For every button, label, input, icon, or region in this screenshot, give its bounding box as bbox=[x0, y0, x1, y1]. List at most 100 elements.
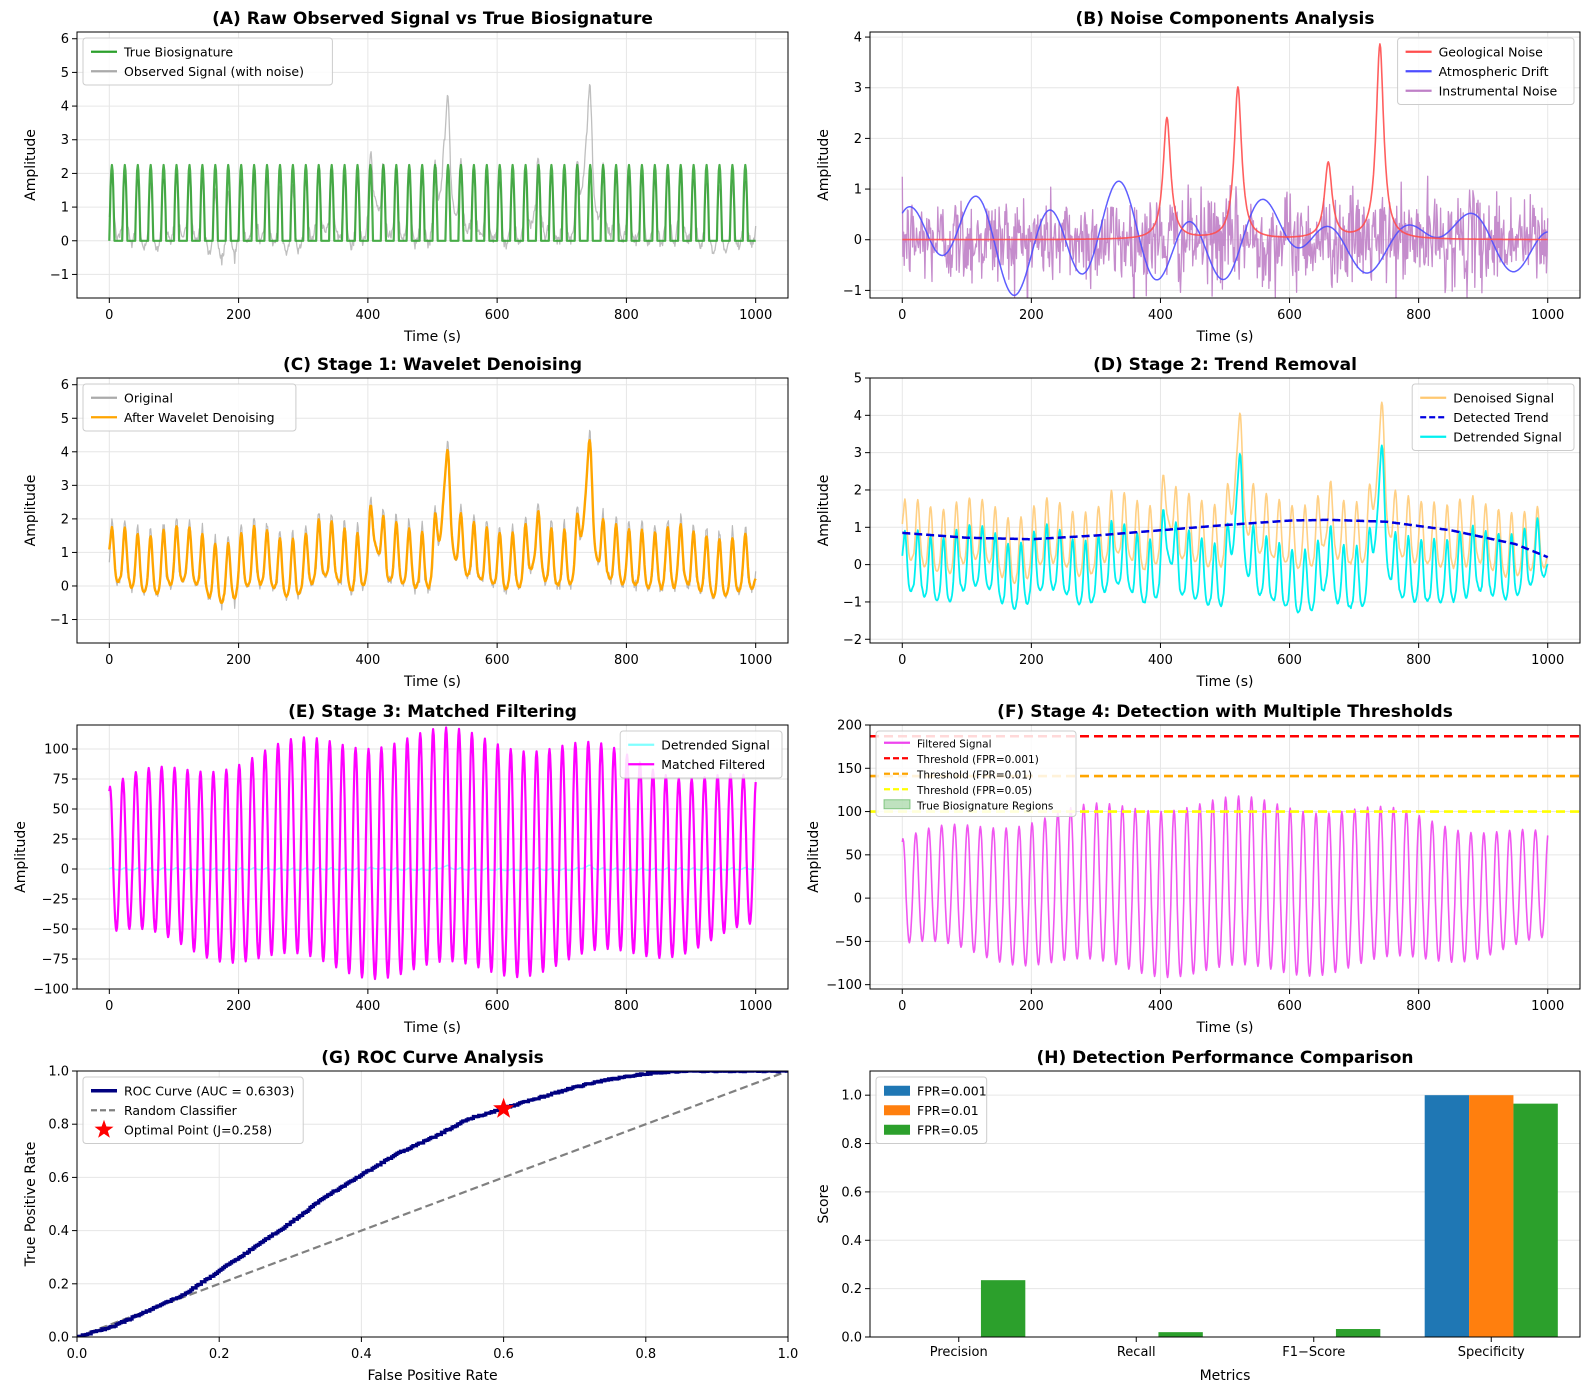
x-tick-label: 600 bbox=[1277, 653, 1302, 668]
panel-title: (H) Detection Performance Comparison bbox=[1037, 1048, 1414, 1068]
panel-d: 0 200 400 600 800 1000 −2 −1 0 1 2 3 4 5 (D) Stage 2: … bbox=[816, 355, 1581, 690]
x-tick-label: 200 bbox=[226, 999, 251, 1014]
legend-patch bbox=[884, 1085, 910, 1096]
legend-patch bbox=[883, 799, 911, 810]
y-tick-label: 0 bbox=[61, 234, 69, 249]
panel-g: 0.0 0.2 0.4 0.6 0.8 1.0 0.0 0.2 0.4 0.6 0.8 1.0 (G) … bbox=[23, 1048, 798, 1384]
legend: ROC Curve (AUC = 0.6303) Random Classifie… bbox=[82, 1076, 304, 1144]
y-axis-label: Amplitude bbox=[806, 821, 822, 893]
y-tick-label: 0.4 bbox=[48, 1224, 69, 1239]
y-tick-label: 75 bbox=[52, 773, 69, 788]
y-tick-label: 2 bbox=[854, 483, 862, 498]
legend-label: Observed Signal (with noise) bbox=[124, 64, 304, 79]
plot-area bbox=[108, 429, 757, 611]
y-tick-label: 3 bbox=[61, 133, 69, 148]
x-tick-label: 600 bbox=[1277, 308, 1302, 323]
legend-label: FPR=0.01 bbox=[917, 1103, 979, 1118]
legend-box bbox=[619, 730, 783, 779]
x-tick-label: 800 bbox=[614, 308, 639, 323]
y-tick-label: 3 bbox=[854, 81, 862, 96]
ticks: 0.0 0.2 0.4 0.6 0.8 1.0 0.0 0.2 0.4 0.6 0.8 1.0 bbox=[48, 1065, 798, 1363]
y-tick-label: 0.4 bbox=[841, 1234, 862, 1249]
y-tick-label: 1 bbox=[854, 521, 862, 536]
x-axis-label: Metrics bbox=[1200, 1368, 1251, 1384]
legend-label: Matched Filtered bbox=[661, 757, 765, 772]
legend-swatch bbox=[94, 1119, 114, 1138]
x-tick-label: 1000 bbox=[1531, 653, 1564, 668]
y-tick-label: −50 bbox=[42, 923, 69, 938]
y-tick-label: 0.2 bbox=[841, 1282, 862, 1297]
ticks: 0 200 400 600 800 1000 −100 −50 0 50 100 150 200 bbox=[826, 719, 1564, 1015]
x-tick-label: 800 bbox=[1406, 653, 1431, 668]
bar-f1-score-3 bbox=[1335, 1329, 1381, 1337]
x-tick-label: 400 bbox=[1148, 999, 1173, 1014]
bar-recall-3 bbox=[1158, 1332, 1203, 1337]
panel-title: (C) Stage 1: Wavelet Denoising bbox=[283, 355, 582, 375]
legend-label: Detected Trend bbox=[1453, 410, 1549, 425]
y-tick-label: 4 bbox=[854, 31, 862, 46]
y-tick-label: 0.6 bbox=[841, 1185, 862, 1200]
y-tick-label: 0 bbox=[61, 579, 69, 594]
y-tick-label: 0 bbox=[854, 892, 862, 907]
bar-specificity-2 bbox=[1469, 1095, 1514, 1337]
series-atmospheric-drift bbox=[901, 180, 1548, 297]
x-tick-label: 600 bbox=[1277, 999, 1302, 1014]
legend-patch bbox=[884, 1105, 910, 1116]
bar-specificity-1 bbox=[1424, 1095, 1470, 1337]
x-tick-label: 1000 bbox=[1531, 308, 1564, 323]
y-tick-label: −1 bbox=[50, 268, 69, 283]
series-random-classifier bbox=[77, 1071, 788, 1337]
legend-label: FPR=0.05 bbox=[917, 1122, 979, 1137]
plot-area bbox=[901, 401, 1549, 614]
x-category-label: Recall bbox=[1117, 1345, 1156, 1360]
panel-title: (E) Stage 3: Matched Filtering bbox=[288, 702, 577, 722]
plot-area bbox=[980, 1095, 1558, 1337]
y-tick-label: 2 bbox=[61, 167, 69, 182]
y-tick-label: 3 bbox=[854, 446, 862, 461]
x-tick-label: 1.0 bbox=[778, 1347, 799, 1362]
y-tick-label: 6 bbox=[61, 378, 69, 393]
y-axis-label: True Positive Rate bbox=[23, 1142, 39, 1268]
x-tick-label: 800 bbox=[614, 653, 639, 668]
x-tick-label: 400 bbox=[1148, 653, 1173, 668]
x-tick-label: 200 bbox=[1019, 308, 1044, 323]
y-tick-label: 1.0 bbox=[48, 1065, 69, 1080]
legend-star-marker bbox=[94, 1119, 114, 1138]
y-tick-label: −1 bbox=[50, 613, 69, 628]
legend-patch bbox=[884, 1124, 910, 1135]
x-tick-label: 600 bbox=[485, 308, 510, 323]
x-tick-label: 0 bbox=[105, 653, 113, 668]
axes-frame bbox=[76, 724, 789, 990]
y-tick-label: 6 bbox=[61, 32, 69, 47]
legend-swatch bbox=[884, 1105, 910, 1116]
x-tick-label: 1000 bbox=[739, 653, 772, 668]
axes-frame bbox=[76, 1070, 789, 1338]
x-tick-label: 0 bbox=[105, 999, 113, 1014]
x-tick-label: 1000 bbox=[1531, 999, 1564, 1014]
axes-frame bbox=[869, 724, 1581, 990]
x-tick-label: 0.2 bbox=[209, 1347, 230, 1362]
panel-a: 0 200 400 600 800 1000 −1 0 1 2 3 4 5 6 (A) Raw Observ… bbox=[23, 9, 789, 345]
y-tick-label: −50 bbox=[835, 935, 862, 950]
legend-label: ROC Curve (AUC = 0.6303) bbox=[124, 1083, 294, 1098]
legend-swatch bbox=[883, 799, 911, 810]
x-category-label: Precision bbox=[930, 1345, 988, 1360]
series-true-biosignature bbox=[108, 163, 757, 242]
x-tick-label: 200 bbox=[226, 653, 251, 668]
legend-swatch bbox=[884, 1124, 910, 1135]
legend-box bbox=[82, 1076, 304, 1144]
series-filtered-signal bbox=[901, 795, 1549, 979]
y-tick-label: 5 bbox=[61, 66, 69, 81]
legend-label: Original bbox=[124, 390, 173, 405]
x-axis-label: Time (s) bbox=[1196, 1020, 1254, 1036]
axes-frame bbox=[869, 377, 1581, 644]
y-tick-label: 0.8 bbox=[841, 1137, 862, 1152]
y-tick-label: 0.0 bbox=[48, 1331, 69, 1346]
legend-box bbox=[875, 730, 1077, 817]
legend: Detrended Signal Matched Filtered bbox=[619, 730, 783, 779]
legend: Denoised Signal Detected Trend Detrended S… bbox=[1411, 383, 1575, 451]
x-category-label: Specificity bbox=[1458, 1345, 1525, 1360]
y-tick-label: 1.0 bbox=[841, 1089, 862, 1104]
legend-label: After Wavelet Denoising bbox=[124, 410, 275, 425]
